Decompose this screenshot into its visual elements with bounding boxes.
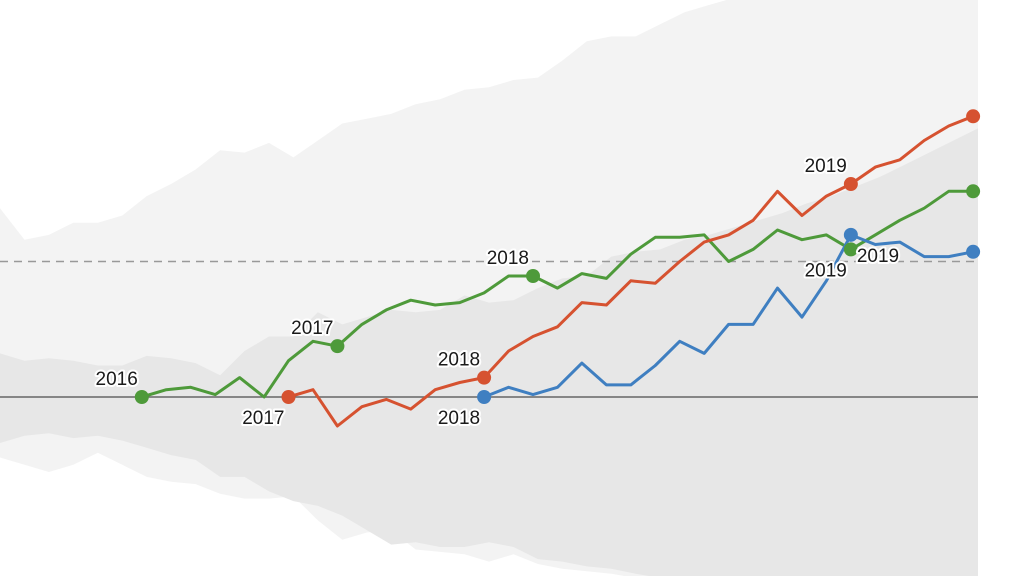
series-1-marker [330, 339, 345, 354]
year-label: 2017 [291, 318, 333, 339]
year-label: 2016 [96, 369, 138, 390]
series-layer [140, 114, 975, 428]
series-2-marker [843, 177, 858, 192]
year-label: 2018 [438, 408, 480, 429]
series-2-marker [477, 370, 492, 385]
series-1-marker [134, 390, 149, 404]
series-3-marker [843, 227, 858, 242]
inner-range-band [0, 128, 978, 576]
series-2-marker [966, 109, 981, 124]
series-1-marker [966, 184, 981, 199]
year-label: 2017 [242, 408, 284, 429]
series-3-marker [477, 390, 492, 404]
year-label: 2019 [857, 246, 899, 267]
series-line-1 [140, 189, 975, 399]
marker-layer [134, 109, 981, 404]
series-line-2 [287, 114, 975, 428]
annotation-layer: 2016 2017 2018 2019 2017 2018 2019 2018 2019 [94, 154, 902, 431]
series-1-marker [843, 242, 858, 257]
series-line-3 [482, 233, 975, 399]
year-label: 2019 [805, 260, 847, 281]
year-label: 2018 [487, 248, 529, 269]
series-1-marker [526, 269, 541, 283]
year-label: 2018 [438, 350, 480, 371]
series-2-marker [281, 390, 296, 404]
series-3-marker [966, 244, 981, 259]
year-label: 2019 [805, 156, 847, 177]
